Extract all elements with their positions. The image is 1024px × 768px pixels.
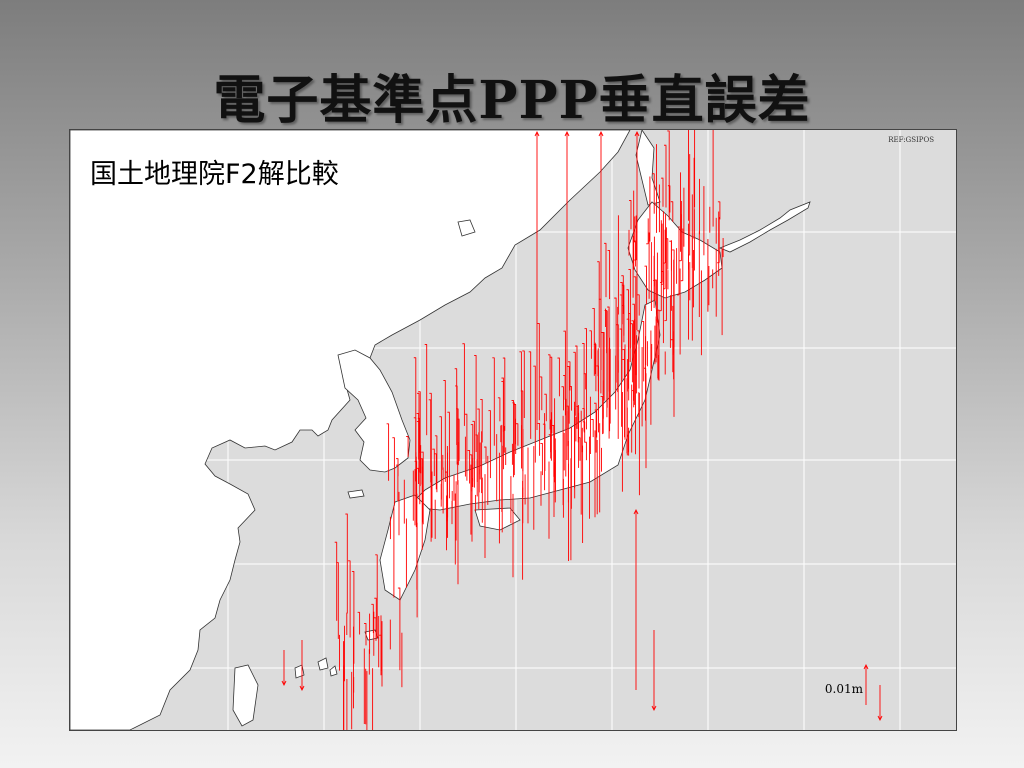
jeju-island (347, 489, 365, 499)
error-arrow-380-head (281, 680, 287, 687)
error-arrow-381-head (299, 685, 305, 692)
scale-label: 0.01m (824, 682, 863, 696)
land-masses (70, 130, 811, 730)
asian-continent (70, 130, 631, 730)
korean-peninsula (337, 349, 411, 473)
scale-arrow-up-head (863, 663, 869, 670)
error-arrow-374-head (534, 130, 540, 137)
scale-arrow-down-head (877, 715, 883, 722)
slide-title: 電子基準点PPP垂直誤差 (213, 70, 811, 131)
taiwan (232, 664, 259, 727)
shandong-island (457, 219, 476, 237)
reference-label: REF:GSIPOS (888, 136, 934, 144)
error-arrow-378-head (633, 508, 639, 515)
error-arrow-377-head (634, 130, 640, 137)
map-subtitle: 国土地理院F2解比較 (90, 159, 339, 190)
shikoku (474, 507, 521, 531)
error-arrows (281, 130, 883, 730)
error-map: 国土地理院F2解比較 REF:GSIPOS 0.01m (69, 129, 957, 731)
kuril-islands (718, 201, 811, 253)
map-canvas (70, 130, 956, 730)
error-arrow-379-head (651, 705, 657, 712)
error-arrow-375-head (564, 130, 570, 137)
error-arrow-376-head (598, 130, 604, 137)
